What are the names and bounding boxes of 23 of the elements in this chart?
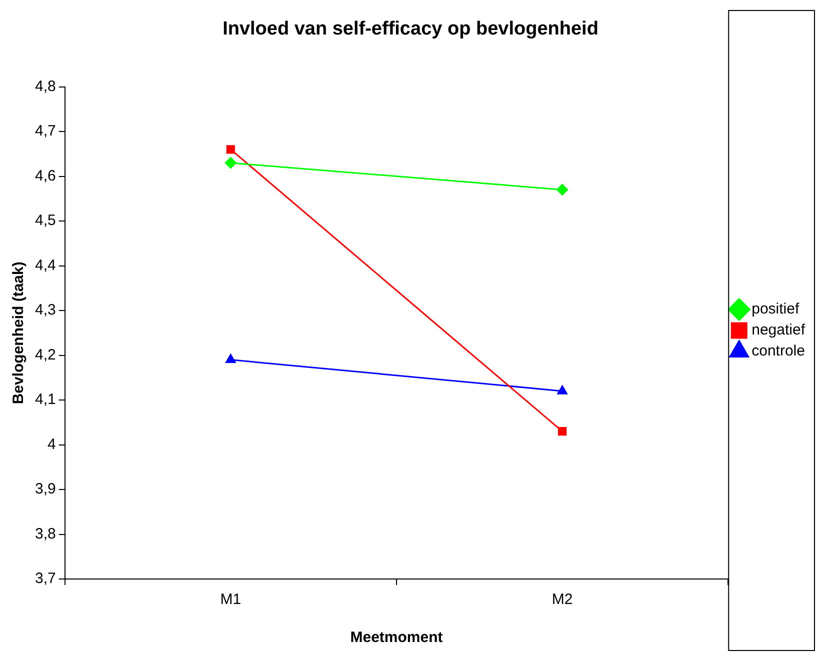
y-tick-label: 4,6 [34, 167, 56, 184]
legend-label: positief [752, 300, 800, 318]
point [224, 157, 236, 169]
y-tick-label: 4,3 [34, 302, 56, 319]
legend-label: negatief [752, 322, 806, 339]
y-tick-label: 4,2 [34, 346, 56, 364]
y-tick-label: 4,1 [34, 391, 56, 408]
point [556, 184, 568, 196]
chart-title: Invloed van self-efficacy op bevlogenheid [222, 18, 598, 40]
x-tick-label: M2 [552, 591, 573, 608]
y-tick-label: 4 [48, 436, 56, 453]
point [226, 145, 235, 154]
y-tick-label: 4,7 [34, 122, 56, 140]
x-axis-title: Meetmoment [350, 629, 443, 646]
y-axis-title: Bevlogenheid (taak) [10, 262, 28, 404]
y-tick-label: 4,5 [34, 212, 56, 230]
y-tick-label: 3,8 [34, 525, 56, 542]
y-tick-label: 3,7 [34, 570, 56, 588]
y-tick-label: 3,9 [34, 480, 56, 498]
y-tick-label: 4,8 [34, 78, 56, 95]
y-tick-label: 4,4 [34, 256, 56, 274]
x-tick-label: M1 [220, 591, 242, 608]
legend-label: controle [752, 342, 805, 360]
